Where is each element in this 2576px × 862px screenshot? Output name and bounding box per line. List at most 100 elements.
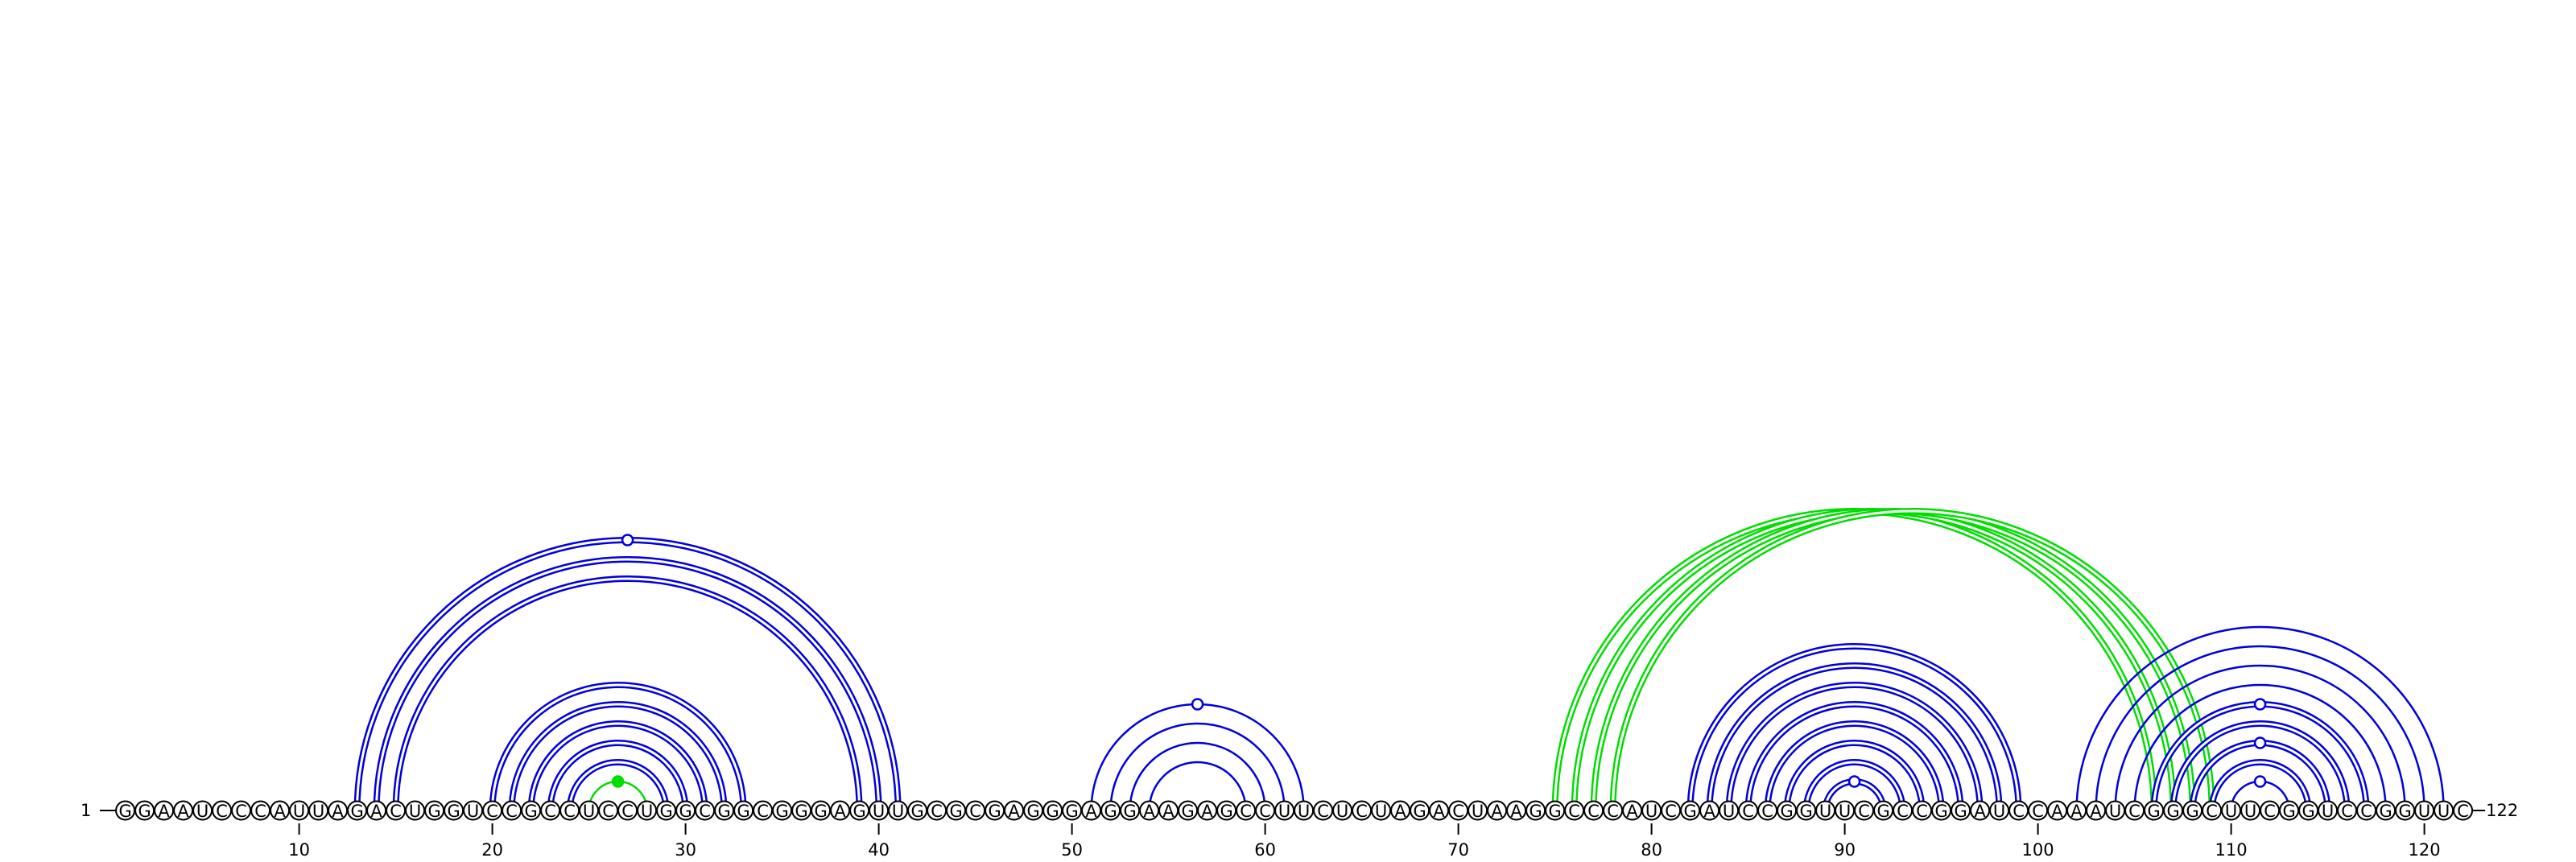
nucleotide-circle: [2453, 800, 2474, 821]
nucleotide-letter: C: [564, 802, 576, 821]
nucleotide-letter: U: [583, 802, 595, 821]
nucleotide: C: [1352, 800, 1373, 821]
nucleotide: U: [289, 800, 310, 821]
nucleotide: C: [1757, 800, 1778, 821]
nucleotide: A: [1506, 800, 1527, 821]
base-pair-arc-gap: [2211, 761, 2310, 811]
nucleotide: C: [1893, 800, 1913, 821]
sequence-backbone: 1 122: [80, 801, 2518, 820]
nucleotide: U: [1371, 800, 1392, 821]
nucleotide: G: [115, 800, 136, 821]
nucleotide: C: [231, 800, 252, 821]
nucleotide: G: [791, 800, 812, 821]
nucleotide-letter: C: [621, 802, 634, 821]
nucleotide: G: [675, 800, 696, 821]
base-pair-arc-gap: [1689, 645, 2021, 811]
nucleotide: G: [521, 800, 542, 821]
nucleotide-letter: U: [2244, 802, 2256, 821]
base-pair-arc: [1090, 703, 1305, 811]
nucleotide-letter: U: [1375, 802, 1387, 821]
nucleotide: A: [1699, 800, 1720, 821]
nucleotide-letter: C: [2013, 802, 2025, 821]
nucleotide-letter: C: [506, 802, 518, 821]
base-pair-arc: [527, 720, 708, 811]
nucleotide: A: [830, 800, 851, 821]
nucleotide-letter: U: [196, 802, 208, 821]
nucleotide-letter: C: [1858, 802, 1870, 821]
nucleotide-letter: C: [1665, 802, 1677, 821]
nucleotide-letter: U: [1839, 802, 1851, 821]
nucleotide-letter: G: [2147, 802, 2160, 821]
nucleotide-letter: C: [486, 802, 498, 821]
nucleotide-letter: C: [602, 802, 614, 821]
nucleotide-letter: G: [138, 802, 151, 821]
arc-helix-9: [2189, 736, 2331, 811]
nucleotide: C: [1661, 800, 1682, 821]
base-pair-arc-gap: [491, 683, 745, 811]
nucleotide-letter: A: [1433, 802, 1445, 821]
nucleotide: G: [1796, 800, 1817, 821]
arc-helix-5: [1551, 508, 2215, 811]
nucleotide-letter: C: [544, 802, 556, 821]
nucleotide: C: [386, 800, 407, 821]
nucleotide: U: [1989, 800, 2010, 821]
nucleotide: C: [695, 800, 716, 821]
nucleotide-letter: U: [2418, 802, 2430, 821]
arc-helix-3: [588, 775, 648, 811]
nucleotide: U: [1835, 800, 1856, 821]
nucleotide: G: [1951, 800, 1971, 821]
nucleotide: G: [2395, 800, 2416, 821]
nucleotide-letter: G: [1683, 802, 1696, 821]
nucleotide-letter: G: [524, 802, 537, 821]
arc-helix-8: [2150, 698, 2370, 811]
tick-label: 90: [1834, 840, 1856, 858]
base-pair-arc: [1551, 508, 2157, 811]
nucleotide-letter: A: [158, 802, 170, 821]
nucleotide: U: [192, 800, 213, 821]
nucleotide: C: [1854, 800, 1875, 821]
nucleotide: U: [1468, 800, 1488, 821]
nucleotide: C: [540, 800, 561, 821]
nucleotide: G: [424, 800, 445, 821]
nucleotide: C: [2356, 800, 2377, 821]
nucleotide: U: [2318, 800, 2339, 821]
nucleotide: A: [2047, 800, 2068, 821]
nucleotide: C: [1564, 800, 1585, 821]
nucleotide: G: [1042, 800, 1063, 821]
nucleotide-letter: G: [1065, 802, 1078, 821]
base-pair-arc-gap: [549, 741, 687, 811]
loop-marker: [1191, 698, 1204, 711]
nucleotide: U: [637, 800, 658, 821]
nucleotide-letter: G: [1780, 802, 1793, 821]
nucleotide: G: [656, 800, 677, 821]
nucleotide-letter: G: [949, 802, 962, 821]
nucleotide-letter: C: [1452, 802, 1464, 821]
nucleotide: C: [2124, 800, 2145, 821]
nucleotide: G: [1545, 800, 1566, 821]
tick-label: 100: [2022, 840, 2054, 858]
nucleotide-letter: A: [1162, 802, 1174, 821]
nucleotide: A: [2086, 800, 2107, 821]
nucleotide: G: [134, 800, 155, 821]
nucleotide-letter: G: [910, 802, 923, 821]
nucleotide-letter: A: [1008, 802, 1020, 821]
base-pair-arc: [1109, 722, 1286, 811]
nucleotide: G: [1873, 800, 1894, 821]
nucleotide: C: [1583, 800, 1604, 821]
nucleotide: G: [946, 800, 967, 821]
nucleotide: G: [2144, 800, 2165, 821]
nucleotide-letter: U: [892, 802, 904, 821]
nucleotide-letter: U: [409, 802, 421, 821]
nucleotide-letter: G: [1026, 802, 1039, 821]
nucleotide-letter: C: [1761, 802, 1773, 821]
nucleotide-letter: G: [737, 802, 749, 821]
nucleotide: C: [212, 800, 233, 821]
nucleotide-letter: A: [1626, 802, 1638, 821]
nucleotide: U: [2221, 800, 2242, 821]
nucleotide: C: [1603, 800, 1624, 821]
nucleotide: A: [1004, 800, 1025, 821]
tick-label: 50: [1061, 840, 1083, 858]
nucleotide-letter: G: [2186, 802, 2198, 821]
nucleotide: U: [1815, 800, 1836, 821]
